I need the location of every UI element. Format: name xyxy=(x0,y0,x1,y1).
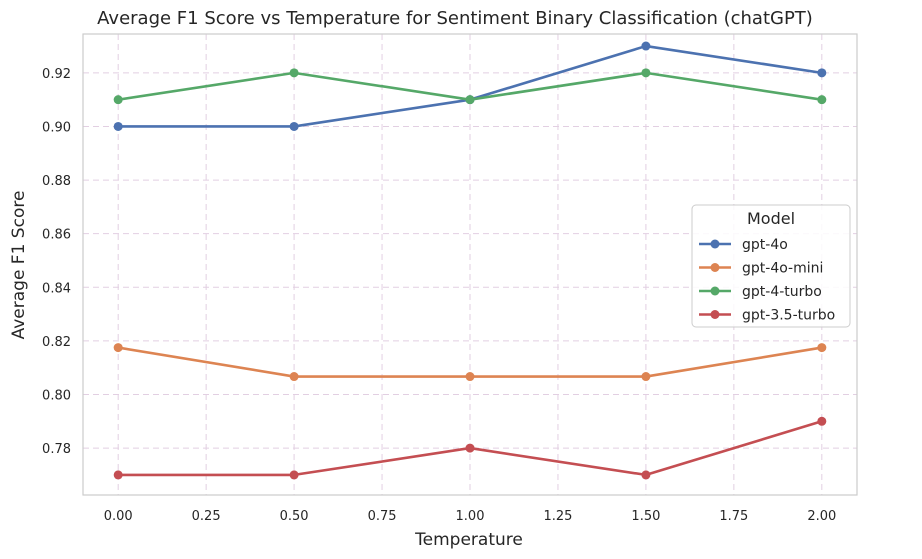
plot-area-frame xyxy=(82,33,858,496)
x-tick-label: 0.50 xyxy=(280,509,309,524)
y-tick-label: 0.84 xyxy=(42,281,71,296)
x-axis-label: Temperature xyxy=(414,530,523,550)
legend-swatch-marker xyxy=(710,263,720,272)
data-point xyxy=(113,95,123,105)
legend-swatch-marker xyxy=(710,310,720,319)
x-tick-label: 0.25 xyxy=(192,509,221,524)
legend-label: gpt-4o-mini xyxy=(742,261,823,277)
x-tick-label: 0.00 xyxy=(104,509,133,524)
data-point xyxy=(465,372,475,382)
series-gpt-4-turbo xyxy=(113,68,827,105)
x-tick-label: 1.00 xyxy=(456,509,485,524)
x-tick-label: 1.25 xyxy=(543,509,572,524)
series-gpt-4o-mini xyxy=(113,343,827,382)
data-point xyxy=(817,416,827,426)
data-point xyxy=(113,470,123,480)
y-tick-label: 0.86 xyxy=(42,228,71,243)
legend-title: Model xyxy=(747,209,795,228)
legend-swatch-marker xyxy=(710,239,720,249)
legend-swatch-marker xyxy=(710,286,720,296)
legend-label: gpt-4o xyxy=(742,237,788,253)
data-point xyxy=(289,470,299,480)
y-tick-label: 0.80 xyxy=(42,388,71,403)
legend: Model gpt-4o gpt-4o-mini gpt-4-turbo gpt-3.… xyxy=(691,204,851,328)
data-point xyxy=(289,372,299,382)
legend-item: gpt-3.5-turbo xyxy=(699,308,835,324)
data-point xyxy=(641,68,651,78)
x-tick-label: 1.75 xyxy=(719,509,748,524)
data-point xyxy=(817,343,827,353)
legend-label: gpt-3.5-turbo xyxy=(742,308,835,324)
series-layer xyxy=(113,41,827,480)
data-point xyxy=(641,372,651,382)
data-point xyxy=(289,121,299,131)
legend-item: gpt-4o-mini xyxy=(699,261,823,277)
legend-label: gpt-4-turbo xyxy=(742,284,822,300)
data-point xyxy=(465,443,475,453)
y-axis-ticks: 0.78 0.80 0.82 0.84 0.86 0.88 0.90 0.92 xyxy=(42,67,71,457)
y-tick-label: 0.78 xyxy=(42,442,71,457)
legend-items: gpt-4o gpt-4o-mini gpt-4-turbo gpt-3.5-turb… xyxy=(699,237,835,324)
y-tick-label: 0.82 xyxy=(42,335,71,350)
x-axis-ticks: 0.00 0.25 0.50 0.75 1.00 1.25 1.50 1.75 2.00 xyxy=(104,509,837,524)
x-tick-label: 2.00 xyxy=(807,509,836,524)
data-point xyxy=(113,343,123,353)
data-point xyxy=(817,68,827,78)
y-tick-label: 0.90 xyxy=(42,120,71,135)
x-tick-label: 1.50 xyxy=(631,509,660,524)
data-point xyxy=(641,470,651,480)
y-tick-label: 0.88 xyxy=(42,174,71,189)
x-tick-label: 0.75 xyxy=(368,509,397,524)
legend-item: gpt-4-turbo xyxy=(699,284,822,300)
data-point xyxy=(289,68,299,78)
legend-box xyxy=(691,204,851,328)
data-point xyxy=(113,121,123,131)
y-axis-label: Average F1 Score xyxy=(9,191,29,340)
y-tick-label: 0.92 xyxy=(42,67,71,82)
chart-title: Average F1 Score vs Temperature for Sent… xyxy=(97,8,813,29)
data-point xyxy=(465,95,475,105)
series-gpt-3.5-turbo xyxy=(113,416,827,480)
data-point xyxy=(641,41,651,51)
data-point xyxy=(817,95,827,105)
legend-item: gpt-4o xyxy=(699,237,788,253)
